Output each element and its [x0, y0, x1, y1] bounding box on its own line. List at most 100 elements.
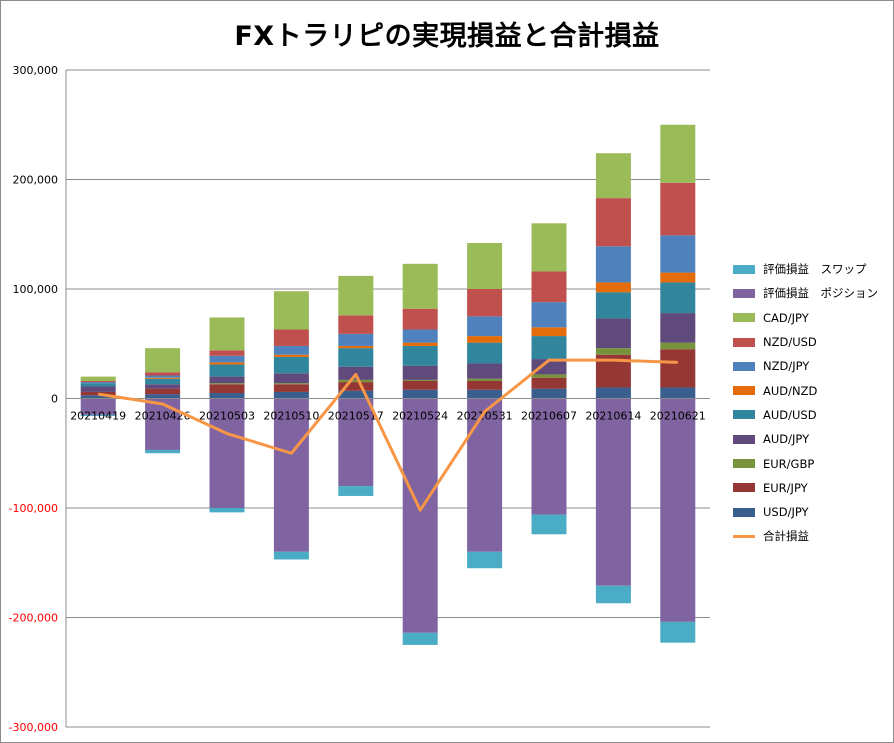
bar-segment	[209, 355, 245, 363]
bar-segment	[402, 365, 438, 380]
legend-swatch	[733, 313, 755, 323]
bar-segment	[660, 282, 696, 314]
bar-segment	[531, 388, 567, 399]
bar-segment	[531, 359, 567, 375]
legend-label: 合計損益	[763, 529, 809, 544]
bar-segment	[338, 382, 374, 391]
bar-segment	[660, 182, 696, 236]
legend-swatch	[733, 386, 755, 396]
bar-segment	[273, 391, 309, 399]
legend-label: AUD/JPY	[763, 432, 810, 447]
bar-segment	[338, 348, 374, 367]
bar-segment	[402, 398, 438, 633]
bar-segment	[80, 395, 116, 399]
bar-segment	[402, 329, 438, 343]
bar-segment	[467, 342, 503, 364]
legend-swatch	[733, 410, 755, 420]
bar-segment	[467, 380, 503, 390]
legend-label: EUR/GBP	[763, 456, 815, 471]
legend-item: 評価損益 ポジション	[733, 281, 878, 305]
bar-segment	[595, 585, 631, 604]
bar-segment	[145, 375, 181, 378]
bar-segment	[145, 384, 181, 389]
legend-item: CAD/JPY	[733, 306, 878, 330]
bar-segment	[209, 362, 245, 365]
legend-label: AUD/USD	[763, 407, 817, 422]
x-tick-label: 20210614	[585, 410, 641, 423]
bar-segment	[145, 388, 181, 395]
x-tick-label: 20210524	[392, 410, 448, 423]
bar-segment	[531, 377, 567, 389]
bar-segment	[273, 345, 309, 355]
bar-segment	[467, 389, 503, 399]
bar-segment	[660, 621, 696, 643]
bar-segment	[273, 329, 309, 346]
y-tick-label: 200,000	[13, 174, 59, 187]
bar-segment	[595, 282, 631, 293]
legend-swatch	[733, 361, 755, 371]
bar-segment	[273, 291, 309, 330]
bar-segment	[660, 342, 696, 350]
bar-segment	[338, 345, 374, 349]
legend-item: NZD/JPY	[733, 354, 878, 378]
y-tick-label: -100,000	[9, 502, 58, 515]
legend-swatch	[733, 483, 755, 493]
bar-segment	[80, 391, 116, 396]
legend-item: EUR/GBP	[733, 451, 878, 475]
bar-segment	[402, 632, 438, 645]
bar-segment	[209, 364, 245, 377]
bar-segment	[402, 342, 438, 346]
bar-segment	[660, 235, 696, 273]
bar-segment	[273, 398, 309, 552]
x-tick-label: 20210510	[263, 410, 319, 423]
bar-segment	[402, 263, 438, 309]
legend-label: NZD/JPY	[763, 359, 810, 374]
bar-segment	[467, 289, 503, 317]
bar-segment	[338, 275, 374, 316]
bar-segment	[402, 308, 438, 330]
bar-segment	[531, 302, 567, 328]
x-tick-label: 20210517	[328, 410, 384, 423]
bar-segment	[660, 124, 696, 183]
bar-segment	[467, 363, 503, 379]
bar-segment	[402, 379, 438, 381]
legend-item: USD/JPY	[733, 500, 878, 524]
x-tick-label: 20210621	[650, 410, 706, 423]
bar-segment	[338, 379, 374, 383]
bar-segment	[80, 386, 116, 392]
bar-segment	[595, 153, 631, 199]
bar-segment	[145, 377, 181, 379]
bar-segment	[660, 398, 696, 622]
legend-swatch	[733, 288, 755, 298]
bar-segment	[531, 327, 567, 337]
bar-segment	[338, 390, 374, 399]
total-pl-line	[97, 358, 678, 512]
legend-label: CAD/JPY	[763, 310, 809, 325]
bar-segment	[209, 350, 245, 356]
bar-segment	[273, 383, 309, 385]
bar-segment	[80, 383, 116, 387]
bar-segment	[273, 356, 309, 374]
bar-segment	[660, 387, 696, 399]
bar-segment	[531, 336, 567, 360]
bar-segment	[595, 398, 631, 586]
bar-segment	[338, 486, 374, 496]
x-tick-label: 20210607	[521, 410, 577, 423]
bar-segment	[467, 243, 503, 289]
chart-title: FXトラリピの実現損益と合計損益	[234, 21, 660, 52]
legend-label: 評価損益 ポジション	[763, 286, 878, 301]
legend-swatch	[733, 337, 755, 347]
legend-line-marker	[733, 534, 755, 538]
legend-swatch	[733, 264, 755, 274]
y-tick-label: -300,000	[9, 721, 58, 734]
bar-segment	[273, 551, 309, 560]
bar-segment	[595, 387, 631, 399]
bar-segment	[145, 348, 181, 373]
legend-label: NZD/USD	[763, 335, 817, 350]
bar-segment	[145, 398, 181, 450]
bar-segment	[80, 414, 116, 417]
bar-segment	[80, 382, 116, 384]
bar-segment	[660, 313, 696, 343]
legend-item: AUD/JPY	[733, 427, 878, 451]
